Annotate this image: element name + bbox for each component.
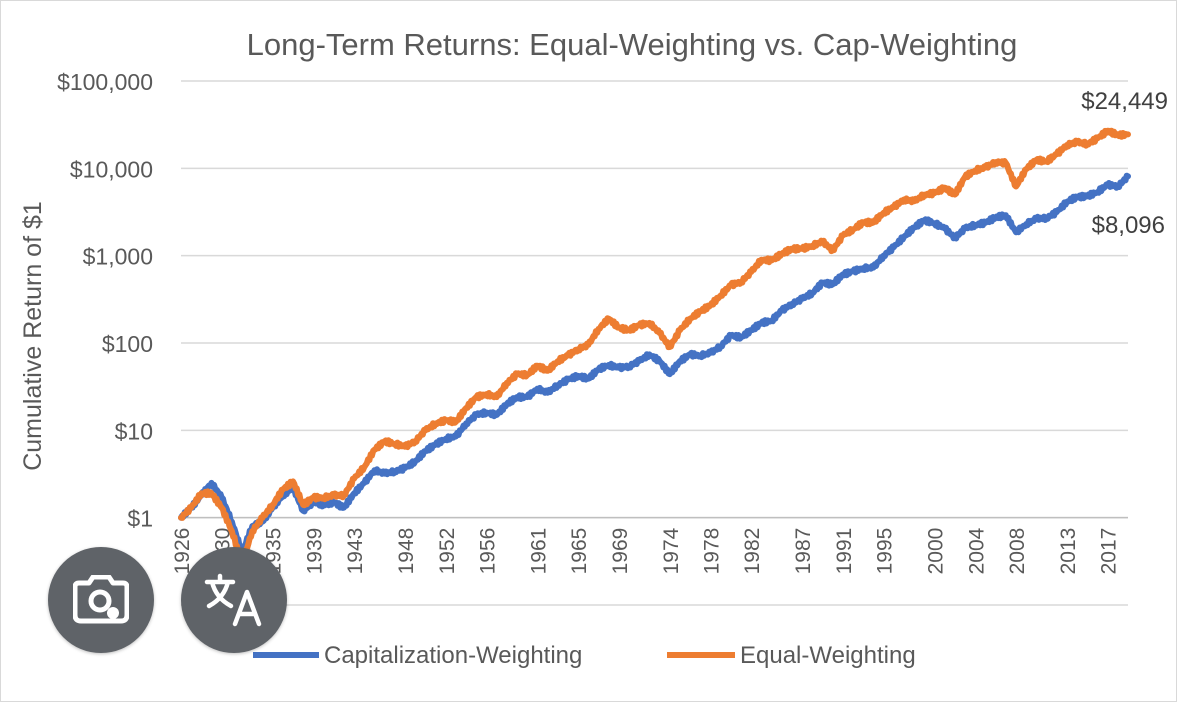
x-tick-label: 2008: [1006, 528, 1029, 575]
x-tick-label: 1974: [660, 527, 683, 574]
x-tick-label: 1965: [568, 528, 591, 575]
series-line-cap-weight: [178, 172, 1131, 556]
x-tick-label: 1995: [874, 528, 897, 575]
x-tick-label: 1987: [792, 528, 815, 575]
x-tick-label: 1948: [395, 528, 418, 575]
y-tick-label: $10: [115, 418, 153, 444]
y-tick-label: $1: [127, 506, 153, 532]
chart-title: Long-Term Returns: Equal-Weighting vs. C…: [247, 27, 1018, 62]
legend-label-cap-weight: Capitalization-Weighting: [324, 642, 582, 669]
x-tick-label: 2004: [965, 527, 988, 574]
x-tick-label: 1961: [527, 528, 550, 575]
x-tick-label: 1969: [609, 528, 632, 575]
legend-item-cap-weight: Capitalization-Weighting: [253, 642, 582, 669]
y-tick-label: $10,000: [70, 156, 153, 182]
series-line-equal-weight: [178, 127, 1131, 567]
legend-item-equal-weight: Equal-Weighting: [667, 642, 916, 669]
x-tick-label: 1943: [344, 528, 367, 575]
x-tick-label: 1982: [741, 528, 764, 575]
translate-button[interactable]: [181, 547, 287, 653]
translate-icon: [204, 573, 262, 627]
x-tick-label: 1952: [436, 528, 459, 575]
legend-label-equal-weight: Equal-Weighting: [740, 642, 916, 669]
x-tick-label: 1956: [476, 528, 499, 575]
y-axis-label: Cumulative Return of $1: [19, 201, 47, 471]
x-tick-label: 2013: [1057, 528, 1080, 575]
x-tick-label: 1939: [303, 528, 326, 575]
x-tick-label: 2000: [925, 528, 948, 575]
y-tick-label: $100: [102, 331, 153, 357]
x-tick-label: 1978: [701, 528, 724, 575]
annotation-cap-weight-final: $8,096: [1092, 212, 1165, 239]
x-tick-label: 2017: [1098, 528, 1121, 575]
lens-camera-button[interactable]: [48, 547, 154, 653]
camera-search-icon: [73, 575, 129, 624]
annotation-equal-weight-final: $24,449: [1081, 88, 1168, 115]
y-tick-label: $100,000: [57, 69, 153, 95]
x-tick-label: 1991: [833, 528, 856, 575]
x-tick-label: 1926: [171, 528, 194, 575]
legend: Capitalization-Weighting Equal-Weighting: [253, 642, 916, 669]
y-tick-label: $1,000: [83, 244, 153, 270]
